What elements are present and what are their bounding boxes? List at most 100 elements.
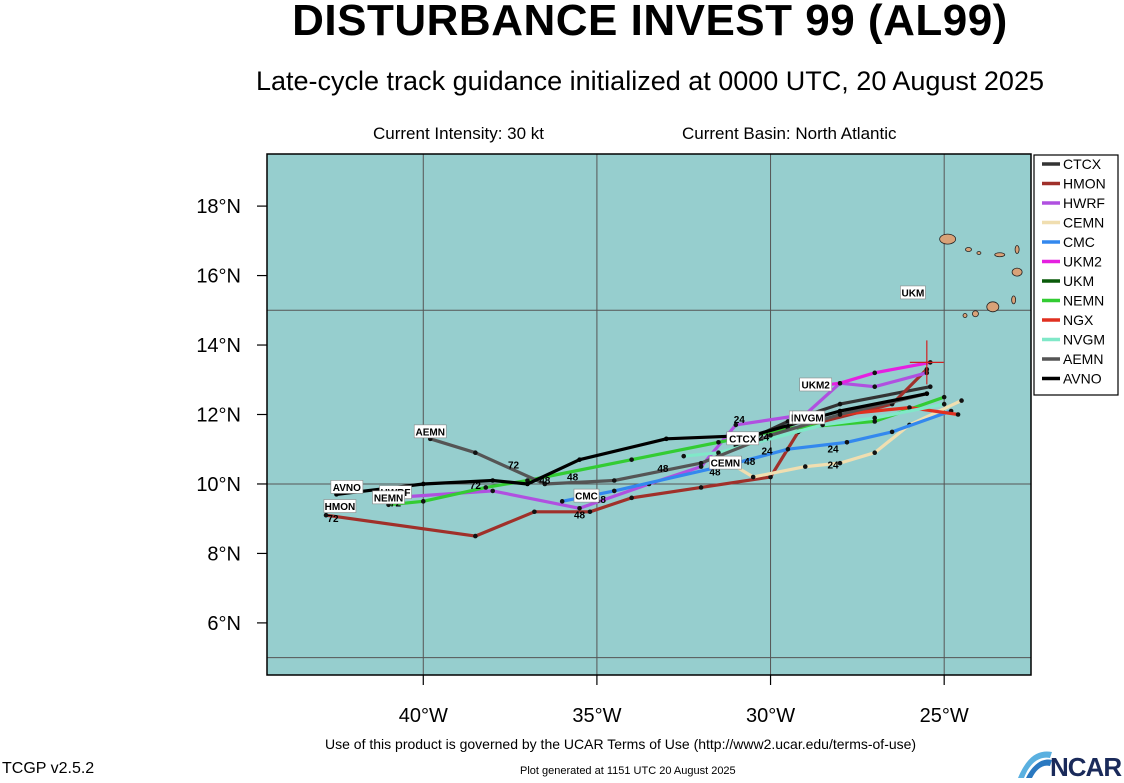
- track-point-nemn: [941, 394, 947, 400]
- track-point-nemn: [525, 478, 530, 483]
- legend-entry-cemn: CEMN: [1063, 215, 1104, 231]
- model-label-ukm: UKM: [902, 288, 925, 299]
- model-label-box: [323, 499, 357, 513]
- current-intensity: Current Intensity: 30 kt: [373, 124, 545, 143]
- model-label-box: [330, 480, 364, 494]
- model-label-box: [792, 410, 826, 425]
- forecast-hour-label: 48: [595, 495, 607, 506]
- track-point-aemn: [473, 450, 478, 456]
- terms-of-use: Use of this product is governed by the U…: [325, 736, 917, 752]
- track-point-nvgm: [941, 401, 947, 407]
- track-point-cemn: [802, 464, 808, 469]
- island-shape: [965, 247, 972, 252]
- island-shape: [994, 252, 1006, 258]
- track-point-cemn: [959, 398, 964, 403]
- track-point-aemn: [698, 460, 704, 466]
- forecast-hour-label: 24: [827, 445, 839, 456]
- island-shape: [976, 251, 982, 255]
- legend-entry-hmon: HMON: [1063, 176, 1106, 192]
- forecast-hour-label: 48: [574, 511, 586, 522]
- track-point-cmc: [785, 446, 791, 452]
- track-point-hwrf: [490, 488, 496, 494]
- legend-entry-ukm2: UKM2: [1063, 254, 1102, 270]
- track-point-cmc: [889, 429, 895, 435]
- legend-entry-hwrf: HWRF: [1063, 195, 1105, 211]
- x-tick-label: 40°W: [399, 705, 448, 727]
- track-point-cemn: [872, 450, 878, 456]
- forecast-hour-label: 48: [744, 457, 756, 468]
- track-point-hmon: [323, 512, 329, 518]
- model-label-box: [372, 490, 405, 505]
- legend-entry-cmc: CMC: [1063, 234, 1095, 250]
- track-point-avno: [924, 391, 930, 396]
- y-tick-label: 14°N: [196, 335, 241, 357]
- model-label-cemn: CEMN: [711, 459, 740, 470]
- track-point-hmon: [587, 509, 593, 515]
- island-shape: [1011, 295, 1017, 305]
- model-label-box: [900, 285, 926, 300]
- track-point-nemn: [420, 499, 426, 504]
- legend-entry-ctcx: CTCX: [1063, 156, 1102, 172]
- model-label-box: [413, 424, 447, 439]
- track-point-avno: [664, 436, 669, 442]
- track-point-aemn: [542, 481, 548, 487]
- forecast-hour-label: 24: [827, 460, 839, 471]
- model-label-cmc: CMC: [575, 492, 598, 503]
- track-point-cmc: [559, 499, 565, 504]
- island-shape: [1011, 267, 1023, 277]
- legend-entry-ukm: UKM: [1063, 273, 1094, 289]
- forecast-hour-label: 72: [470, 481, 482, 492]
- legend-entry-aemn: AEMN: [1063, 351, 1103, 367]
- generated-time: Plot generated at 1151 UTC 20 August 202…: [520, 765, 736, 777]
- track-point-cemn: [750, 474, 756, 480]
- model-label-ctcx: CTCX: [729, 434, 757, 445]
- track-point-hwrf: [733, 422, 739, 428]
- track-point-ukm2: [837, 380, 843, 386]
- forecast-hour-label: 48: [709, 467, 721, 478]
- forecast-hour-label: 48: [657, 464, 669, 475]
- ocean-background: [267, 154, 1031, 675]
- legend-entry-ngx: NGX: [1063, 312, 1094, 328]
- track-point-avno: [525, 481, 530, 487]
- track-point-cemn: [837, 460, 843, 466]
- legend-entry-nemn: NEMN: [1063, 293, 1104, 309]
- ncar-logo-text: NCAR: [1050, 752, 1122, 782]
- model-label-box: [799, 377, 832, 392]
- track-point-nvgm: [681, 453, 687, 459]
- track-point-nemn: [716, 439, 721, 445]
- model-label-box: [573, 488, 600, 503]
- track-point-nemn: [629, 457, 634, 462]
- island-shape: [972, 310, 979, 318]
- model-label-ukm2: UKM2: [802, 380, 831, 391]
- model-label-nemn: NEMN: [374, 493, 403, 504]
- y-tick-label: 12°N: [196, 405, 241, 427]
- version-label: TCGP v2.5.2: [2, 760, 95, 777]
- track-point-hmon: [473, 533, 478, 539]
- current-basin: Current Basin: North Atlantic: [682, 124, 897, 143]
- track-point-nemn: [872, 419, 878, 424]
- island-shape: [986, 301, 1000, 313]
- track-point-cmc: [844, 439, 850, 445]
- track-point-hmon: [698, 485, 704, 490]
- track-point-ngx: [955, 412, 961, 417]
- forecast-hour-label: 24: [762, 446, 774, 457]
- track-point-avno: [490, 478, 496, 483]
- track-point-ctcx: [927, 384, 933, 390]
- x-tick-label: 25°W: [920, 705, 969, 727]
- forecast-hour-label: 24: [758, 433, 770, 444]
- track-point-hwrf: [698, 464, 704, 469]
- island-shape: [939, 233, 957, 245]
- track-point-ngx: [907, 405, 912, 410]
- y-tick-label: 10°N: [196, 474, 241, 496]
- y-tick-label: 18°N: [196, 196, 241, 218]
- x-tick-label: 35°W: [572, 705, 621, 727]
- legend-entry-avno: AVNO: [1063, 371, 1102, 387]
- track-point-hwrf: [577, 505, 582, 511]
- track-point-avno: [420, 481, 426, 487]
- forecast-hour-label: 72: [327, 514, 339, 525]
- track-point-hmon: [768, 474, 773, 480]
- track-point-nemn: [483, 485, 489, 490]
- forecast-hour-label: 24: [734, 415, 746, 426]
- track-hwrf: [388, 371, 928, 510]
- track-point-hmon: [629, 495, 634, 501]
